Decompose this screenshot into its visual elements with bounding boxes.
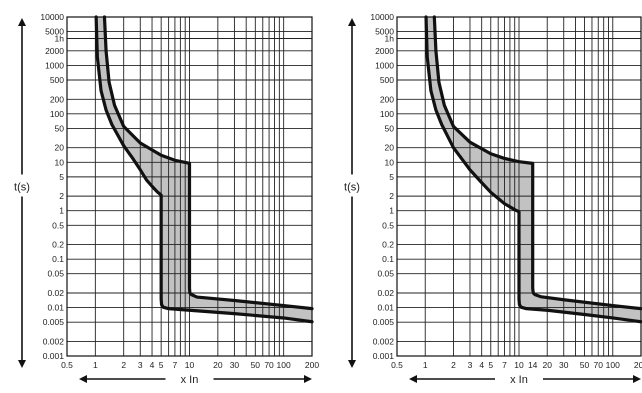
x-tick-label: 30 xyxy=(559,360,569,370)
x-axis-title: x In xyxy=(181,374,199,386)
y-tick-label: 0.5 xyxy=(382,220,394,230)
x-tick-label: 2 xyxy=(121,360,126,370)
x-tick-label: 0.5 xyxy=(61,360,73,370)
y-tick-label: 2 xyxy=(59,191,64,201)
y-tick-label: 0.1 xyxy=(52,254,64,264)
y-tick-label: 100 xyxy=(50,109,64,119)
x-tick-label: 1 xyxy=(423,360,428,370)
y-axis-title: t(s) xyxy=(344,182,360,194)
x-tick-label: 1 xyxy=(93,360,98,370)
y-tick-label: 0.01 xyxy=(47,303,64,313)
y-tick-label: 0.001 xyxy=(43,351,65,361)
y-tick-label: 5 xyxy=(389,172,394,182)
x-tick-label: 7 xyxy=(173,360,178,370)
y-tick-label: 1000 xyxy=(375,60,394,70)
x-tick-label: 10 xyxy=(514,360,524,370)
y-tick-label: 10000 xyxy=(40,12,64,22)
plot-frame xyxy=(66,16,313,357)
y-tick-label: 500 xyxy=(380,75,394,85)
y-tick-label: 0.001 xyxy=(373,351,395,361)
y-tick-label: 0.05 xyxy=(47,269,64,279)
y-tick-label: 10000 xyxy=(370,12,394,22)
y-tick-label: 200 xyxy=(50,94,64,104)
grid xyxy=(66,16,313,357)
y-tick-label: 1 xyxy=(59,206,64,216)
y-tick-label: 0.05 xyxy=(377,269,394,279)
x-tick-label: 70 xyxy=(264,360,274,370)
y-tick-label: 100 xyxy=(380,109,394,119)
x-tick-label: 4 xyxy=(479,360,484,370)
x-tick-label: 100 xyxy=(606,360,620,370)
series-min-curve xyxy=(424,15,642,324)
y-tick-label: 5000 xyxy=(375,27,394,37)
y-tick-label: 1000 xyxy=(45,60,64,70)
y-tick-label: 5000 xyxy=(45,27,64,37)
x-tick-label: 100 xyxy=(277,360,291,370)
x-tick-label: 50 xyxy=(580,360,590,370)
x-tick-label: 3 xyxy=(138,360,143,370)
y-tick-label: 10 xyxy=(55,157,65,167)
x-tick-label: 30 xyxy=(230,360,240,370)
x-tick-label: 50 xyxy=(251,360,261,370)
x-tick-label: 10 xyxy=(185,360,195,370)
series-max-curve xyxy=(102,15,314,311)
plot-frame xyxy=(396,16,642,357)
x-tick-label: 7 xyxy=(502,360,507,370)
y-tick-label: 0.002 xyxy=(43,336,65,346)
y-tick-label: 200 xyxy=(380,94,394,104)
x-tick-label: 2 xyxy=(451,360,456,370)
x-tick-label: 14 xyxy=(528,360,538,370)
y-tick-label: 2000 xyxy=(45,46,64,56)
x-tick-label: 200 xyxy=(305,360,319,370)
x-tick-label: 70 xyxy=(594,360,604,370)
x-tick-label: 20 xyxy=(542,360,552,370)
x-tick-label: 5 xyxy=(488,360,493,370)
y-tick-label: 0.1 xyxy=(382,254,394,264)
x-tick-label: 20 xyxy=(213,360,223,370)
y-tick-label: 0.002 xyxy=(373,336,395,346)
y-tick-label: 0.01 xyxy=(377,303,394,313)
y-tick-label: 0.5 xyxy=(52,220,64,230)
y-tick-label: 1 xyxy=(389,206,394,216)
y-tick-label: 0.2 xyxy=(52,240,64,250)
series-max-curve xyxy=(432,15,642,311)
y-tick-label: 10 xyxy=(385,157,395,167)
y-tick-label: 2 xyxy=(389,191,394,201)
x-tick-label: 4 xyxy=(150,360,155,370)
y-tick-label: 500 xyxy=(50,75,64,85)
x-tick-label: 0.5 xyxy=(391,360,403,370)
y-tick-label: 50 xyxy=(55,123,65,133)
x-tick-label: 200 xyxy=(634,360,642,370)
y-tick-label: 0.02 xyxy=(47,288,64,298)
y-tick-label: 0.2 xyxy=(382,240,394,250)
y-axis-title: t(s) xyxy=(14,182,30,194)
x-tick-label: 5 xyxy=(159,360,164,370)
y-tick-label: 1h xyxy=(55,33,65,43)
y-tick-label: 1h xyxy=(385,33,395,43)
y-tick-label: 0.005 xyxy=(373,317,395,327)
y-tick-label: 5 xyxy=(59,172,64,182)
y-tick-label: 50 xyxy=(385,123,395,133)
y-tick-label: 0.02 xyxy=(377,288,394,298)
y-tick-label: 20 xyxy=(385,143,395,153)
x-tick-label: 3 xyxy=(468,360,473,370)
y-tick-label: 2000 xyxy=(375,46,394,56)
x-axis-title: x In xyxy=(510,374,528,386)
y-tick-label: 20 xyxy=(55,143,65,153)
y-tick-label: 0.005 xyxy=(43,317,65,327)
series-min-curve xyxy=(94,15,314,324)
